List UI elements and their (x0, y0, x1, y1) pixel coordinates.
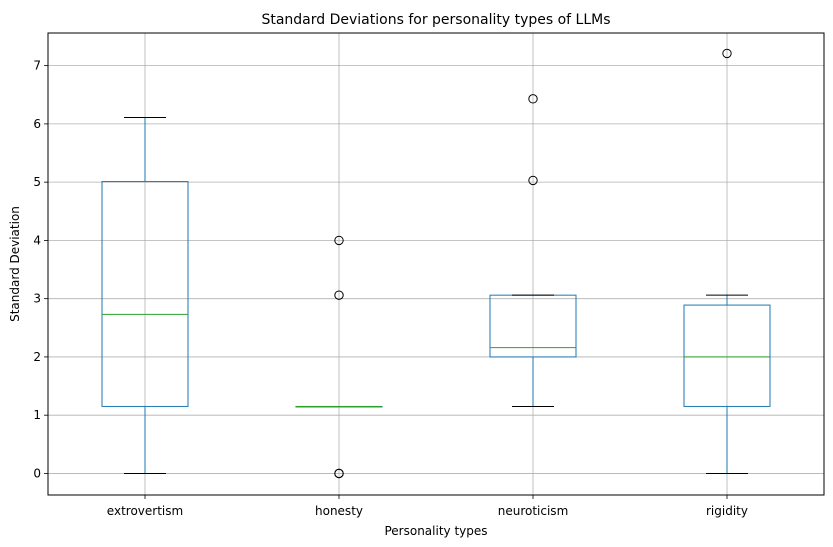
x-tick-label: neuroticism (498, 504, 569, 518)
box-rigidity (683, 48, 771, 474)
x-tick-label: extrovertism (107, 504, 183, 518)
y-tick-label: 3 (33, 292, 41, 306)
y-axis: 0 1 2 3 4 5 6 7 (33, 59, 48, 480)
y-axis-label: Standard Deviation (8, 206, 22, 322)
iqr-box (683, 304, 771, 407)
grid-lines (48, 33, 824, 495)
x-tick-label: rigidity (706, 504, 748, 518)
x-tick-label: honesty (315, 504, 363, 518)
box-extrovertism (101, 116, 189, 474)
outlier-point (334, 235, 344, 246)
y-tick-label: 6 (33, 117, 41, 131)
plot-frame (47, 32, 825, 496)
outlier-point (334, 468, 344, 479)
y-tick-label: 2 (33, 350, 41, 364)
y-tick-label: 5 (33, 175, 41, 189)
box-neuroticism (489, 94, 577, 407)
outlier-point (528, 94, 538, 104)
outlier-point (722, 48, 732, 59)
y-tick-label: 7 (33, 59, 41, 73)
chart-title: Standard Deviations for personality type… (261, 12, 610, 28)
x-axis-label: Personality types (384, 524, 487, 538)
box-honesty (295, 235, 383, 479)
outlier-point (334, 290, 344, 300)
outlier-point (528, 175, 538, 186)
box-series (101, 48, 771, 479)
y-tick-label: 0 (33, 466, 41, 480)
y-tick-label: 4 (33, 233, 41, 247)
x-axis: extrovertism honesty neuroticism rigidity (107, 495, 748, 518)
y-tick-label: 1 (33, 408, 41, 422)
iqr-box (101, 181, 189, 407)
